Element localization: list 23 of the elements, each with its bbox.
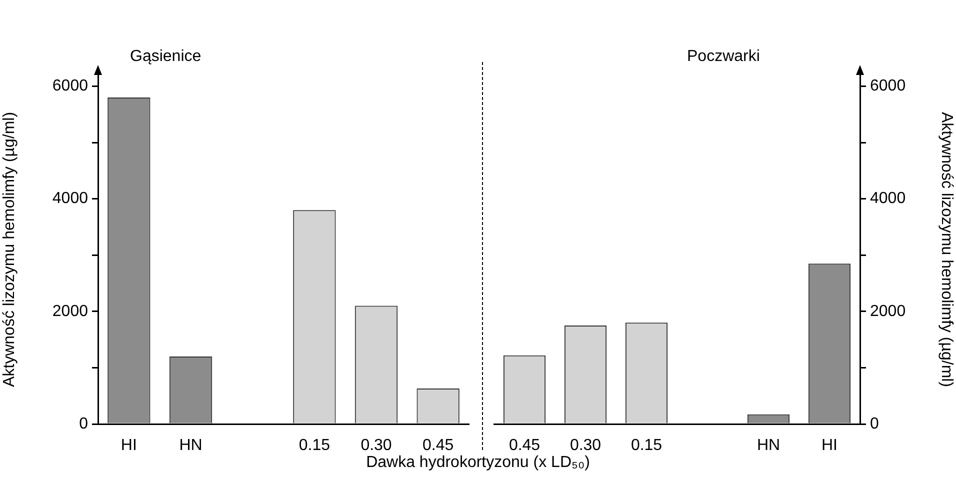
- y2-axis-title: Aktywność lizozymu hemolimfy (µg/ml): [938, 112, 955, 388]
- y-tick-label: 6000: [52, 78, 88, 95]
- y-tick-label: 0: [79, 415, 88, 432]
- x-tick-label: 0.45: [508, 437, 540, 454]
- x-tick-label: 0.15: [630, 437, 662, 454]
- x-tick-label: 0.15: [298, 437, 330, 454]
- y2-tick-label: 4000: [870, 190, 906, 208]
- x-tick-label: HN: [756, 437, 780, 454]
- x-axis-title: Dawka hydrokortyzonu (x LD₅₀): [365, 454, 591, 472]
- x-tick-label: HI: [120, 437, 137, 454]
- y2-tick-label: 0: [870, 415, 879, 432]
- x-tick-label: 0.45: [422, 437, 454, 454]
- x-tick-label: HI: [822, 437, 838, 454]
- y2-tick-label: 2000: [870, 302, 906, 320]
- y-tick-label: 4000: [52, 190, 88, 208]
- chart-title: Gąsienice: [130, 48, 202, 66]
- x-tick-label: HN: [179, 437, 202, 454]
- y-axis-title: Aktywność lizozymu hemolimfy (µg/ml): [1, 112, 18, 388]
- x-tick-label: 0.30: [360, 437, 392, 454]
- y-tick-label: 2000: [52, 302, 88, 320]
- y2-tick-label: 6000: [870, 78, 906, 95]
- chart-title: Poczwarki: [687, 48, 760, 66]
- x-tick-label: 0.30: [570, 437, 602, 454]
